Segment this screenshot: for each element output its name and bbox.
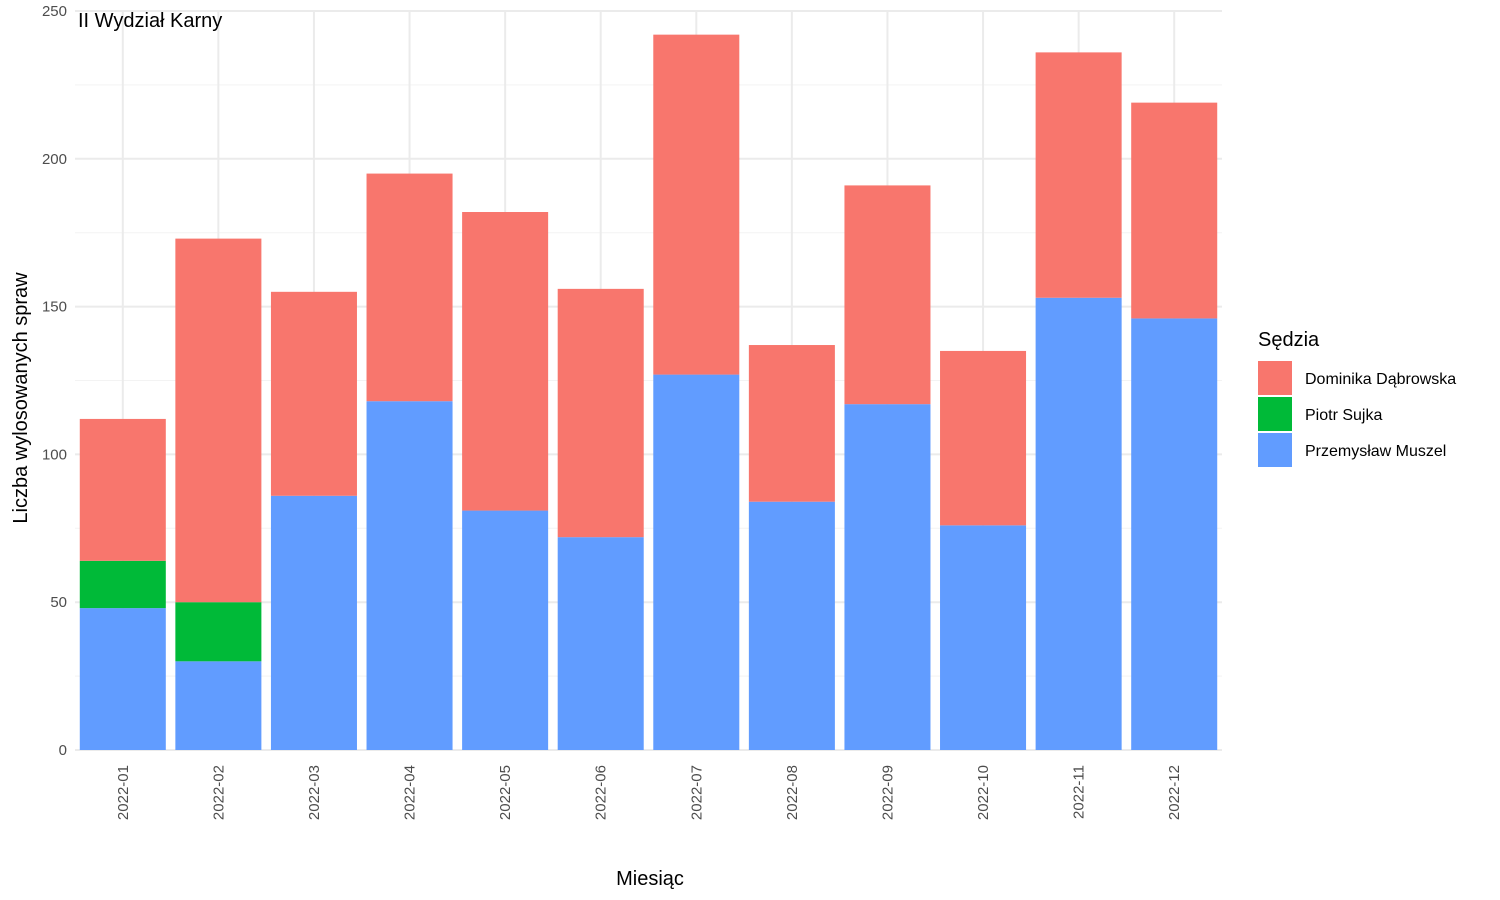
y-axis-title: Liczba wylosowanych spraw <box>10 272 32 524</box>
x-tick-label: 2022-02 <box>210 765 227 820</box>
x-tick-label: 2022-03 <box>306 765 323 820</box>
bar-segment <box>1131 102 1218 319</box>
bar-segment <box>844 185 931 405</box>
bar-segment <box>1035 297 1122 750</box>
x-axis-ticks: 2022-01 2022-02 2022-03 2022-04 2022-05 2022-… <box>115 765 1183 820</box>
y-tick-label: 200 <box>42 151 67 168</box>
bar-segment <box>748 345 835 502</box>
bar-segment <box>462 212 549 511</box>
bar-segment <box>462 510 549 750</box>
y-tick-label: 150 <box>42 299 67 316</box>
x-axis-title: Miesiąc <box>616 868 684 890</box>
bar-segment <box>557 537 644 750</box>
x-tick-label: 2022-11 <box>1071 765 1088 819</box>
bar-segment <box>557 288 644 538</box>
legend-label: Dominika Dąbrowska <box>1305 371 1456 388</box>
x-tick-label: 2022-04 <box>402 765 419 820</box>
bar-segment <box>653 34 740 375</box>
bars <box>79 34 1218 750</box>
bar-segment <box>940 525 1027 750</box>
bar-segment <box>175 238 262 603</box>
legend-title: Sędzia <box>1258 329 1320 351</box>
bar-segment <box>940 350 1027 526</box>
y-axis-ticks: 0 50 100 150 200 250 <box>42 3 67 759</box>
bar-segment <box>1131 318 1218 750</box>
bar-segment <box>366 173 453 402</box>
y-tick-label: 50 <box>50 594 67 611</box>
x-tick-label: 2022-08 <box>784 765 801 820</box>
bar-segment <box>175 602 262 662</box>
bar-segment <box>175 661 262 750</box>
legend-label: Przemysław Muszel <box>1305 443 1446 460</box>
x-tick-label: 2022-07 <box>688 765 705 820</box>
y-tick-label: 100 <box>42 446 67 463</box>
legend-label: Piotr Sujka <box>1305 407 1382 424</box>
legend-swatch <box>1258 433 1292 467</box>
bar-segment <box>79 560 166 609</box>
bar-segment <box>270 495 357 750</box>
bar-segment <box>366 401 453 750</box>
y-tick-label: 250 <box>42 3 67 20</box>
chart-title: II Wydział Karny <box>78 10 222 32</box>
bar-segment <box>748 501 835 750</box>
bar-segment <box>270 291 357 496</box>
y-tick-label: 0 <box>59 742 67 759</box>
x-tick-label: 2022-01 <box>115 765 132 820</box>
legend: Sędzia Dominika Dąbrowska Piotr Sujka Prze… <box>1258 329 1456 467</box>
bar-segment <box>653 374 740 750</box>
legend-swatch <box>1258 361 1292 395</box>
bar-segment <box>1035 52 1122 298</box>
x-tick-label: 2022-10 <box>975 765 992 820</box>
x-tick-label: 2022-05 <box>497 765 514 820</box>
bar-segment <box>79 418 166 561</box>
x-tick-label: 2022-06 <box>593 765 610 820</box>
x-tick-label: 2022-09 <box>879 765 896 820</box>
bar-segment <box>79 608 166 750</box>
legend-swatch <box>1258 397 1292 431</box>
bar-segment <box>844 404 931 750</box>
x-tick-label: 2022-12 <box>1166 765 1183 820</box>
